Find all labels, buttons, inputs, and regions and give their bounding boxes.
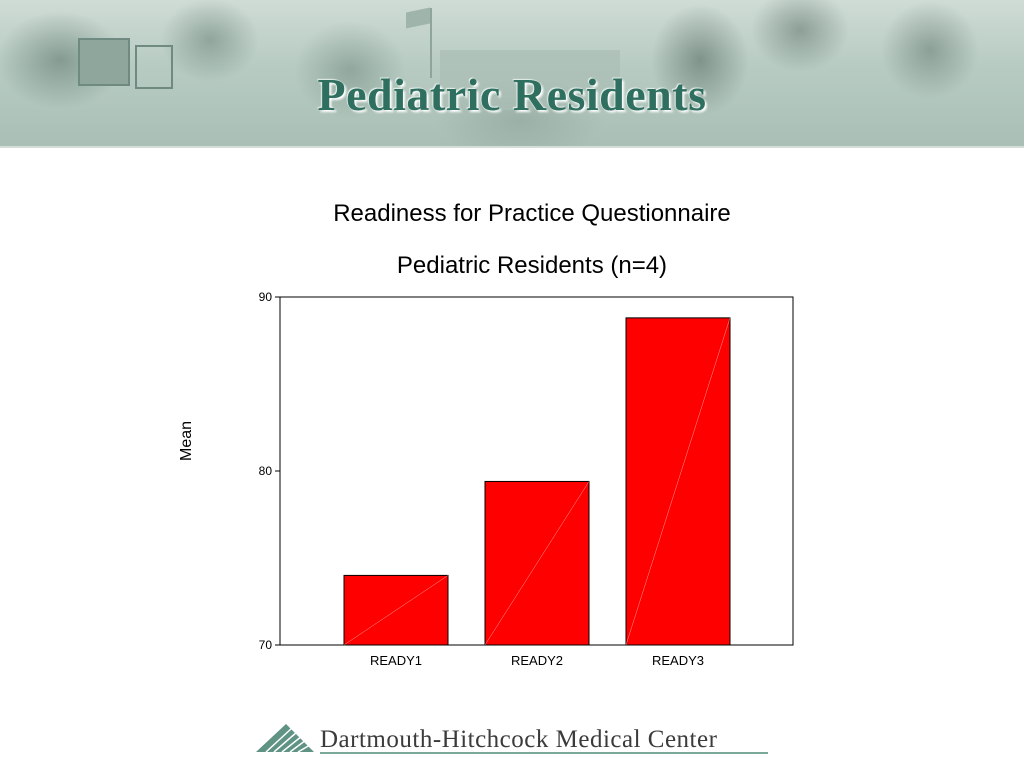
y-tick-label: 70 [259, 638, 273, 652]
banner-building [440, 50, 620, 110]
dartmouth-hitchcock-logo-icon [256, 724, 314, 752]
chart-title: Readiness for Practice Questionnaire [333, 200, 731, 227]
x-tick-label: READY2 [511, 653, 563, 668]
banner-computer-screen [78, 38, 130, 86]
banner-title: Pediatric Residents [317, 69, 707, 120]
bar-chart: 70 80 90 READY1 READY2 READY3 [259, 290, 794, 668]
banner-flag-pole [430, 8, 432, 78]
y-tick-label: 90 [259, 290, 273, 304]
x-tick-label: READY1 [370, 653, 422, 668]
bar-shading-line [343, 575, 449, 646]
y-tick-label: 80 [259, 464, 273, 478]
chart-subtitle: Pediatric Residents (n=4) [396, 252, 668, 279]
bar-shading-line [625, 317, 731, 646]
footer-organization-name: Dartmouth-Hitchcock Medical Center [320, 726, 718, 753]
x-tick-label: READY3 [652, 653, 704, 668]
footer-underline [320, 752, 768, 754]
banner-divider [0, 146, 1024, 148]
bar-shading-line [484, 481, 590, 646]
header-banner: Pediatric Residents [0, 0, 1024, 148]
banner-computer-screen-2 [135, 45, 173, 89]
